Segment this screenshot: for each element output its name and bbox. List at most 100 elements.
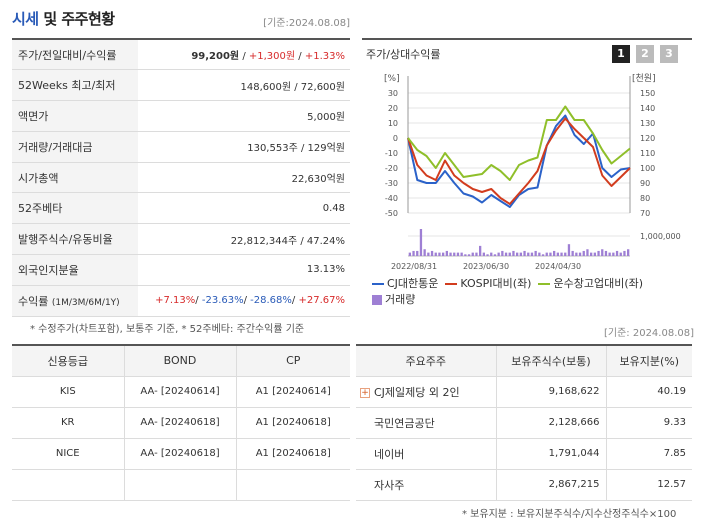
table-row: KR AA- [20240618] A1 [20240618] [12, 407, 350, 439]
chart-lines [407, 105, 631, 208]
volume-bar [430, 250, 434, 256]
price-label: 주가/전일대비/수익률 [12, 39, 138, 70]
volume-bar [460, 252, 463, 256]
expand-icon[interactable]: + [360, 387, 370, 398]
chart-title: 주가/상대수익률 [366, 48, 441, 61]
legend-swatch [538, 283, 551, 285]
volume-bar [512, 250, 515, 256]
volume-bar [456, 252, 460, 256]
volume-bar [475, 252, 478, 256]
volume-bar [615, 250, 619, 256]
mcap-value: 22,630억원 [291, 174, 345, 186]
w52-value: 148,600원 / 72,600원 [240, 81, 345, 93]
volume-bar [578, 252, 582, 256]
right-axis-unit: [천원] [632, 73, 656, 84]
legend-label: 운수창고업대비(좌) [553, 277, 644, 290]
volume-bar [590, 252, 593, 256]
return-label: 수익률 (1M/3M/6M/1Y) [12, 285, 138, 317]
major-holders-table: 주요주주 보유주식수(보통) 보유지분(%) + CJ제일제당 외 2인 9,16… [356, 344, 692, 501]
left-tick-label: 0 [393, 134, 398, 143]
volume-bar [416, 250, 419, 256]
volume-bar [534, 250, 537, 256]
volume-bar [412, 250, 415, 256]
chart-labels: [%] [천원] 30 150 20 140 10 130 0 120 -10 110 -20 100 -3… [384, 73, 681, 271]
volume-bar [408, 252, 411, 256]
right-tick-label: 150 [640, 89, 655, 98]
credit-agency: KIS [12, 376, 124, 408]
holder-header: 주요주주 [356, 345, 496, 377]
volume-bar [467, 254, 471, 256]
volume-bar [423, 249, 426, 256]
right-tick-label: 130 [640, 119, 655, 128]
table-row: NICE AA- [20240618] A1 [20240618] [12, 438, 350, 470]
volume-bar [471, 252, 474, 256]
beta-label: 52주베타 [12, 192, 138, 224]
series-line [407, 105, 631, 181]
volume-bar [482, 252, 485, 256]
title-rest: 및 주주현황 [38, 10, 115, 28]
volume-bar [438, 252, 441, 256]
chart-header: 주가/상대수익률 1 2 3 [362, 38, 692, 68]
right-tick-label: 100 [640, 164, 655, 173]
credit-agency: NICE [12, 438, 124, 470]
credit-cp: A1 [20240618] [235, 438, 350, 470]
volume-bar [497, 252, 500, 256]
volume-bar [575, 252, 578, 256]
right-tick-label: 80 [640, 194, 650, 203]
credit-header-row: 신용등급 BOND CP [12, 345, 350, 377]
foreign-label: 외국인지분율 [12, 254, 138, 286]
price: 99,200원 [191, 51, 240, 63]
holder-name: 네이버 [356, 438, 496, 470]
period-button-3[interactable]: 3 [660, 45, 678, 63]
credit-header: CP [235, 345, 350, 377]
price-row: 주가/전일대비/수익률 99,200원 / +1,300원 / +1.33% [12, 39, 350, 70]
price-value: 99,200원 / +1,300원 / +1.33% [138, 39, 350, 70]
shares-row: 발행주식수/유동비율 22,812,344주 / 47.24% [12, 223, 350, 255]
sep: / [242, 51, 246, 63]
volume-bar [538, 252, 541, 256]
credit-bond [123, 469, 236, 501]
holder-shares: 1,791,044 [495, 438, 606, 470]
return-1y: +27.67% [298, 295, 345, 307]
volume-bar [434, 252, 437, 256]
holder-header: 보유지분(%) [605, 345, 692, 377]
x-tick-label: 2023/06/30 [463, 262, 509, 271]
volume-bar [601, 249, 604, 256]
period-button-2[interactable]: 2 [636, 45, 654, 63]
price-change: +1,300원 [248, 51, 296, 63]
shares-value: 22,812,344주 / 47.24% [230, 235, 345, 247]
holder-shares: 2,867,215 [495, 469, 606, 501]
left-tick-label: 20 [388, 104, 398, 113]
left-axis-unit: [%] [384, 74, 400, 84]
holder-pct: 12.57 [605, 469, 692, 501]
right-tick-label: 110 [640, 149, 655, 158]
table-row: + CJ제일제당 외 2인 9,168,622 40.19 [356, 376, 692, 408]
volume-bar [519, 252, 522, 256]
volume-bar [508, 252, 511, 256]
return-row: 수익률 (1M/3M/6M/1Y) +7.13%/ -23.63%/ -28.6… [12, 285, 350, 317]
credit-header: 신용등급 [12, 345, 124, 377]
volume-bar [619, 252, 622, 256]
x-tick-label: 2022/08/31 [391, 262, 437, 271]
volume-bar [593, 252, 596, 256]
volume-bar [571, 250, 574, 256]
legend-label: CJ대한통운 [387, 277, 439, 290]
sep: / [291, 295, 296, 307]
credit-cp: A1 [20240614] [235, 376, 350, 408]
volume-bar [627, 249, 630, 256]
credit-cp [235, 469, 350, 501]
volume-bar [586, 249, 589, 256]
holders-note: * 보유지분 : 보유지분주식수/지수산정주식수×100 [462, 509, 677, 520]
period-button-1[interactable]: 1 [612, 45, 630, 63]
volume-bar [545, 252, 548, 256]
return-1m: +7.13% [155, 295, 196, 307]
beta-value: 0.48 [322, 202, 345, 214]
holder-header-row: 주요주주 보유주식수(보통) 보유지분(%) [356, 345, 692, 377]
legend-swatch [372, 295, 382, 305]
volume-bar [442, 252, 445, 256]
volume-bar [556, 252, 559, 256]
holder-header: 보유주식수(보통) [495, 345, 606, 377]
credit-agency [12, 469, 124, 501]
volume-row: 거래량/거래대금 130,553주 / 129억원 [12, 131, 350, 163]
right-tick-label: 120 [640, 134, 655, 143]
